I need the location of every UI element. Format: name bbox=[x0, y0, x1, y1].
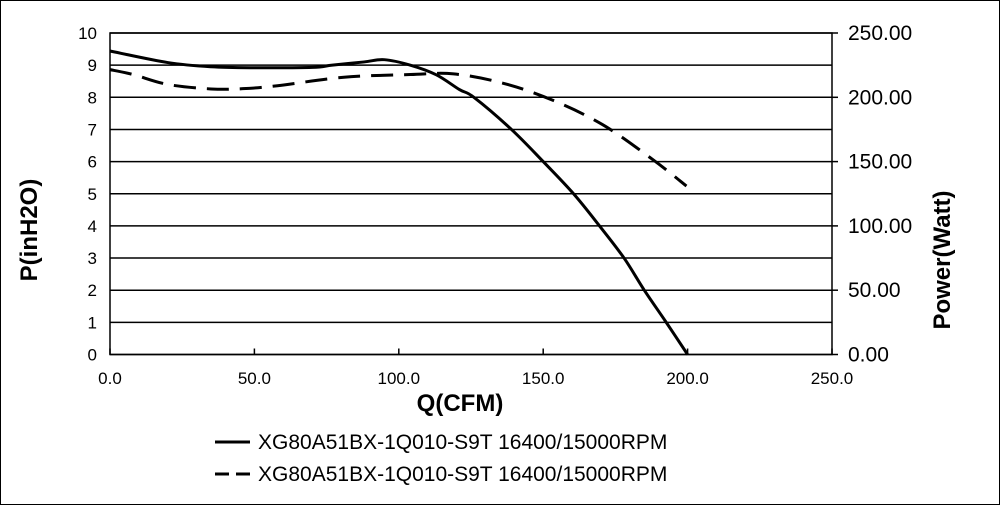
x-tick-label: 100.0 bbox=[378, 369, 421, 388]
y2-axis-title: Power(Watt) bbox=[929, 190, 956, 329]
x-tick-label: 50.0 bbox=[238, 369, 271, 388]
y-tick-label: 8 bbox=[88, 88, 97, 107]
y-tick-label: 2 bbox=[88, 281, 97, 300]
y2-tick-label: 0.00 bbox=[848, 344, 889, 367]
y-tick-label: 9 bbox=[88, 56, 97, 75]
y2-tick-label: 50.00 bbox=[848, 279, 901, 302]
x-tick-label: 200.0 bbox=[666, 369, 709, 388]
x-tick-label: 0.0 bbox=[98, 369, 122, 388]
y-tick-label: 5 bbox=[88, 185, 97, 204]
y2-tick-label: 100.00 bbox=[848, 215, 912, 238]
y-axis-title: P(inH2O) bbox=[16, 179, 43, 282]
legend-label-pressure: XG80A51BX-1Q010-S9T 16400/15000RPM bbox=[258, 431, 667, 454]
y-tick-label: 3 bbox=[88, 249, 97, 268]
legend: XG80A51BX-1Q010-S9T 16400/15000RPM XG80A… bbox=[215, 431, 667, 486]
x-tick-label: 250.0 bbox=[811, 369, 854, 388]
x-axis-title: Q(CFM) bbox=[417, 390, 504, 417]
power-curve-line bbox=[109, 68, 688, 188]
y2-tick-label: 200.00 bbox=[848, 86, 912, 109]
y-tick-label: 4 bbox=[88, 217, 97, 236]
y-tick-label: 7 bbox=[88, 120, 97, 139]
y-tick-label: 6 bbox=[88, 153, 97, 172]
y-tick-label: 1 bbox=[88, 313, 97, 332]
y-tick-label: 0 bbox=[88, 346, 97, 365]
y2-tick-label: 250.00 bbox=[848, 22, 912, 45]
y2-tick-label: 150.00 bbox=[848, 151, 912, 174]
legend-label-power: XG80A51BX-1Q010-S9T 16400/15000RPM bbox=[258, 463, 667, 486]
x-tick-label: 150.0 bbox=[522, 369, 565, 388]
y-tick-label: 10 bbox=[78, 24, 97, 43]
pressure-curve-line bbox=[109, 49, 689, 356]
